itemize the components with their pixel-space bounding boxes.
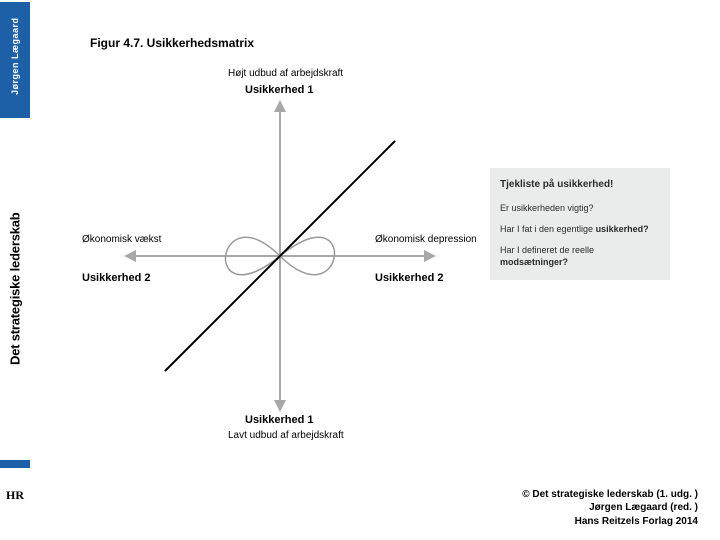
- checklist-item-emph: usikkerhed?: [596, 224, 649, 234]
- bottom-sublabel: Lavt udbud af arbejdskraft: [228, 430, 344, 441]
- bottom-axis-label: Usikkerhed 1: [245, 414, 313, 426]
- sidebar-divider-top: [0, 110, 30, 118]
- copyright-line: © Det strategiske lederskab (1. udg. ): [522, 488, 698, 502]
- checklist-item: Har I defineret de reelle modsætninger?: [500, 244, 660, 268]
- copyright-block: © Det strategiske lederskab (1. udg. ) J…: [522, 488, 698, 529]
- checklist-item-text: Har I fat i den egentlige: [500, 224, 596, 234]
- left-sidebar: Jørgen Lægaard Det strategiske lederskab…: [0, 0, 30, 540]
- diagram-svg: [80, 56, 480, 456]
- top-axis-label: Usikkerhed 1: [245, 84, 313, 96]
- left-sublabel: Økonomisk vækst: [82, 234, 161, 245]
- copyright-line: Jørgen Lægaard (red. ): [522, 501, 698, 515]
- checklist-panel: Tjekliste på usikkerhed! Er usikkerheden…: [490, 168, 670, 280]
- checklist-item: Er usikkerheden vigtig?: [500, 202, 660, 214]
- sidebar-book-title: Det strategiske lederskab: [0, 120, 30, 458]
- sidebar-divider-bottom: [0, 460, 30, 468]
- uncertainty-matrix-diagram: Højt udbud af arbejdskraft Usikkerhed 1 …: [80, 56, 480, 456]
- sidebar-author-band: Jørgen Lægaard: [0, 2, 30, 110]
- left-axis-label: Usikkerhed 2: [82, 272, 150, 284]
- top-sublabel: Højt udbud af arbejdskraft: [228, 68, 343, 79]
- checklist-title: Tjekliste på usikkerhed!: [500, 178, 660, 192]
- figure-caption: Figur 4.7. Usikkerhedsmatrix: [90, 36, 254, 50]
- right-sublabel: Økonomisk depression: [375, 234, 477, 245]
- right-axis-label: Usikkerhed 2: [375, 272, 443, 284]
- checklist-item-text: Har I defineret de reelle: [500, 245, 594, 255]
- checklist-item: Har I fat i den egentlige usikkerhed?: [500, 223, 660, 235]
- checklist-item-emph: modsætninger?: [500, 257, 568, 267]
- page-root: Jørgen Lægaard Det strategiske lederskab…: [0, 0, 720, 540]
- checklist-item-text: Er usikkerheden vigtig?: [500, 203, 594, 213]
- publisher-mark: HR: [0, 470, 30, 520]
- copyright-line: Hans Reitzels Forlag 2014: [522, 515, 698, 529]
